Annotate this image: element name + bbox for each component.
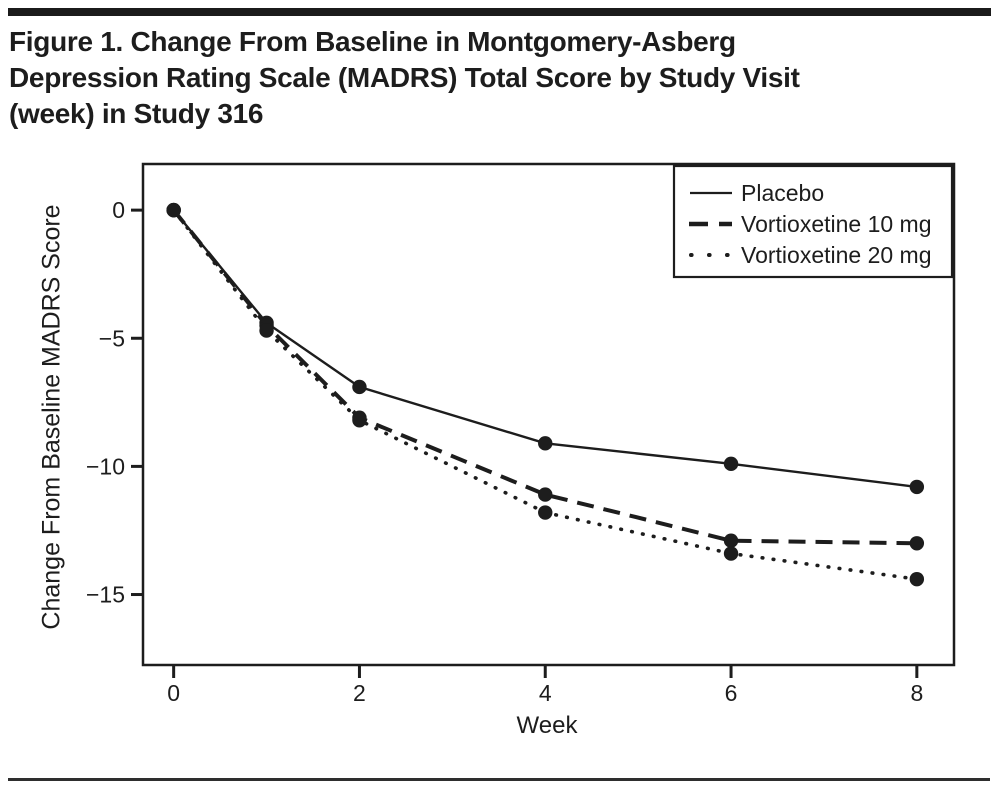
y-tick-label: −15 <box>86 582 125 608</box>
data-point-marker <box>723 456 739 472</box>
data-point-marker <box>352 379 367 395</box>
x-tick-label: 4 <box>539 680 552 706</box>
legend-label: Vortioxetine 10 mg <box>741 211 932 237</box>
data-point-marker <box>723 546 739 561</box>
figure-title-line-3: (week) in Study 316 <box>9 98 264 129</box>
x-tick-label: 2 <box>353 680 366 706</box>
figure-title-line-1: Figure 1. Change From Baseline in Montgo… <box>9 26 736 57</box>
bottom-rule <box>8 778 990 781</box>
series-line-dotted <box>171 208 919 581</box>
x-tick-label: 0 <box>167 680 180 706</box>
data-point-marker <box>259 323 274 338</box>
data-point-marker <box>909 536 925 551</box>
top-rule <box>8 8 991 16</box>
legend-label: Vortioxetine 20 mg <box>741 242 932 268</box>
data-point-marker <box>166 202 181 218</box>
legend-label: Placebo <box>741 180 824 206</box>
y-tick-label: −10 <box>86 453 125 479</box>
y-tick-label: −5 <box>99 325 125 351</box>
data-point-marker <box>538 436 553 451</box>
figure-title: Figure 1. Change From Baseline in Montgo… <box>9 24 800 132</box>
x-tick-label: 6 <box>725 680 738 706</box>
plot-frame <box>141 162 956 667</box>
data-point-marker <box>352 413 367 428</box>
x-axis-label: Week <box>516 712 578 739</box>
data-point-marker <box>723 533 739 548</box>
data-point-marker <box>538 487 553 502</box>
figure-title-line-2: Depression Rating Scale (MADRS) Total Sc… <box>9 62 800 93</box>
y-tick-label: 0 <box>112 197 125 223</box>
data-point-marker <box>538 505 553 520</box>
data-point-marker <box>909 571 925 587</box>
x-tick-label: 8 <box>910 680 923 706</box>
data-point-marker <box>909 479 925 495</box>
series-line-dashed <box>172 208 917 546</box>
legend-box <box>672 164 954 279</box>
